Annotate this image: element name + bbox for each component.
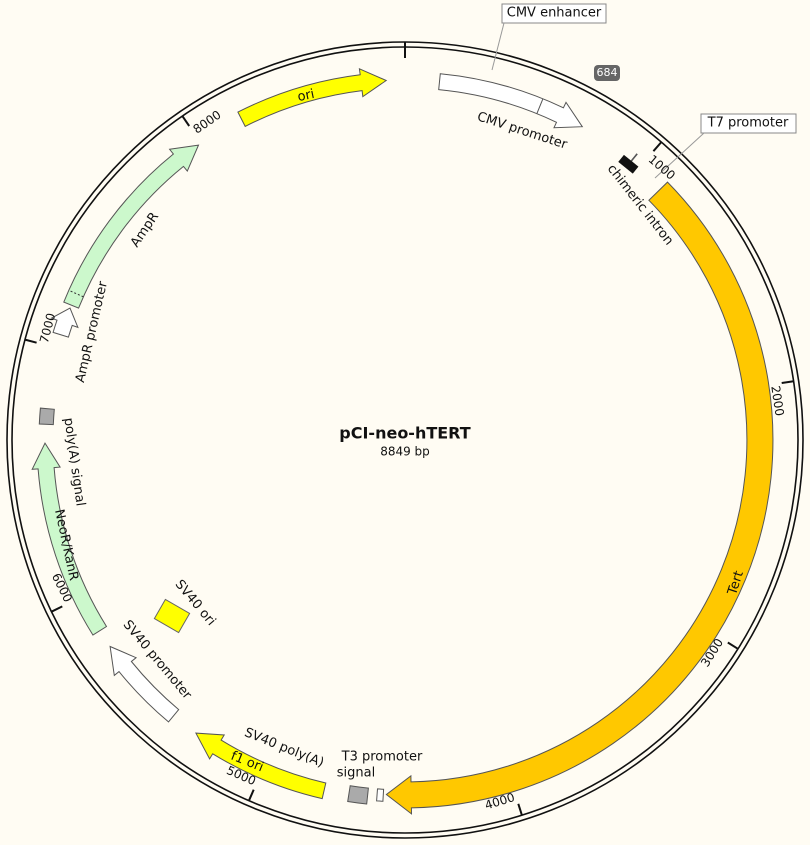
tick <box>517 803 523 816</box>
feature-arc <box>109 645 180 723</box>
feature-label: Tert <box>725 569 747 598</box>
tick <box>727 641 739 650</box>
feature-label: signal <box>337 766 375 781</box>
badge <box>594 65 620 81</box>
feature-arc <box>195 732 327 800</box>
feature-arc <box>237 67 388 128</box>
feature-label: T7 promoter <box>707 116 789 131</box>
length: 8849 bp <box>380 445 430 459</box>
title: pCI-neo-hTERT <box>339 424 471 443</box>
feature-arc <box>438 73 584 129</box>
feature-arc <box>376 788 385 802</box>
feature-label: ori <box>296 87 316 105</box>
feature-arc <box>31 442 108 636</box>
tick <box>781 380 794 384</box>
badge-text: 684 <box>597 66 618 79</box>
tick-label: 1000 <box>646 152 678 183</box>
callout-box <box>700 113 797 134</box>
tick <box>24 338 37 344</box>
tick <box>51 605 63 613</box>
feature-arc <box>38 407 55 426</box>
callout-box <box>501 3 607 24</box>
tick <box>652 141 663 152</box>
intron-bar <box>618 154 639 174</box>
feature-label: T3 promoter <box>341 750 423 765</box>
feature-arc <box>385 181 774 815</box>
feature-arc <box>50 307 79 338</box>
ampr-divider <box>68 289 84 298</box>
tick-label: 8000 <box>191 108 224 137</box>
leader <box>491 22 505 71</box>
feature-arc <box>63 144 200 309</box>
feature-label: poly(A) signal <box>60 417 87 507</box>
tick-label: 2000 <box>768 385 786 417</box>
feature-arc <box>347 785 369 805</box>
sv40-ori-box <box>153 598 191 634</box>
tick <box>181 115 191 127</box>
cmv-divider <box>536 98 544 114</box>
leader <box>654 132 705 179</box>
tick <box>247 789 255 802</box>
feature-label: CMV enhancer <box>507 6 602 21</box>
